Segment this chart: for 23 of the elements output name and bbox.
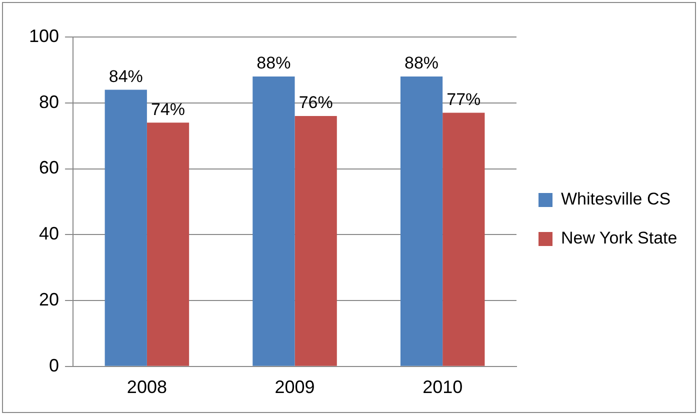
- y-tick-label: 80: [39, 92, 60, 112]
- x-tick-label: 2010: [422, 377, 463, 398]
- bar: [400, 76, 443, 366]
- y-tick-label: 0: [49, 355, 60, 376]
- y-tick-label: 20: [39, 289, 60, 310]
- bar: [104, 90, 147, 366]
- data-label: 88%: [256, 54, 291, 73]
- bar: [442, 112, 485, 366]
- data-label: 88%: [404, 54, 439, 73]
- y-tick-label: 60: [39, 158, 60, 178]
- data-label: 77%: [446, 90, 481, 109]
- x-tick-label: 2008: [126, 377, 167, 398]
- data-label: 74%: [150, 100, 186, 119]
- bar: [252, 76, 295, 366]
- bar: [146, 122, 190, 366]
- y-tick-label: 100: [28, 26, 60, 46]
- data-label: 76%: [298, 93, 333, 112]
- x-tick-label: 2009: [274, 377, 315, 398]
- bar: [294, 116, 337, 366]
- legend-label: New York State: [561, 228, 678, 248]
- y-tick-label: 40: [39, 224, 60, 244]
- data-label: 84%: [108, 66, 143, 86]
- legend-label: Whitesville CS: [561, 190, 671, 209]
